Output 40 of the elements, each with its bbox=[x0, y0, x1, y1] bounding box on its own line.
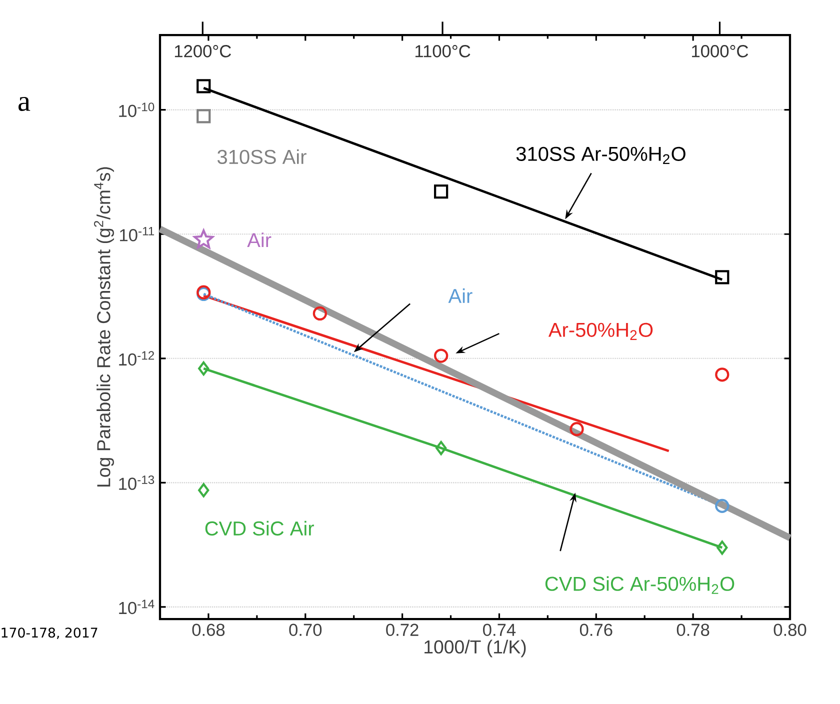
point bbox=[570, 422, 584, 436]
point bbox=[194, 229, 214, 248]
y-axis-title: Log Parabolic Rate Constant (g$^{2}$/cm$^{4}$s) bbox=[94, 167, 114, 486]
y-tick-label: 10$^{-11}$ bbox=[120, 226, 154, 242]
point bbox=[436, 440, 447, 456]
y-tick-label: 10$^{-10}$ bbox=[119, 102, 154, 118]
text: 310SS Ar-50%H$_{2}$O bbox=[516, 146, 686, 164]
text: 170-178, 2017 bbox=[2, 628, 98, 640]
point bbox=[196, 109, 211, 124]
x-tick-label: 0.74 bbox=[483, 624, 516, 636]
x-tick-label: 0.78 bbox=[676, 624, 710, 636]
point bbox=[312, 306, 327, 321]
point bbox=[715, 368, 730, 382]
x-tick-label: 0.68 bbox=[192, 624, 225, 636]
point bbox=[715, 270, 730, 284]
series-label: Air bbox=[247, 232, 272, 248]
x-tick-label: 0.76 bbox=[580, 624, 612, 636]
y-tick-label: 10$^{-13}$ bbox=[119, 475, 154, 490]
x-tick-label: 0.80 bbox=[774, 624, 806, 636]
point bbox=[198, 361, 210, 376]
point bbox=[716, 540, 728, 555]
annotation: 1100°C bbox=[415, 45, 470, 58]
x-tick-label: 0.72 bbox=[386, 624, 418, 636]
series-label: 310SS Air bbox=[218, 149, 306, 164]
point bbox=[434, 348, 448, 363]
text: Ar-50%H$_{2}$O bbox=[548, 322, 653, 340]
point bbox=[715, 498, 730, 514]
series-label: CVD SiC Ar-50%H$_{2}$O bbox=[545, 576, 734, 594]
x-axis-title: 1000/T (1/K) bbox=[424, 640, 526, 658]
y-tick-label: 10$^{-14}$ bbox=[119, 600, 154, 614]
point bbox=[196, 79, 211, 94]
point bbox=[198, 483, 210, 498]
series-label: CVD SiC Air bbox=[205, 520, 314, 536]
annotation: 1200°C bbox=[174, 45, 231, 58]
x-tick-label: 0.70 bbox=[289, 624, 322, 636]
y-tick-label: 10$^{-12}$ bbox=[119, 351, 154, 366]
text: Air bbox=[448, 288, 472, 303]
text: a bbox=[18, 96, 30, 112]
annotation: 1000°C bbox=[692, 45, 748, 58]
point bbox=[434, 184, 448, 199]
